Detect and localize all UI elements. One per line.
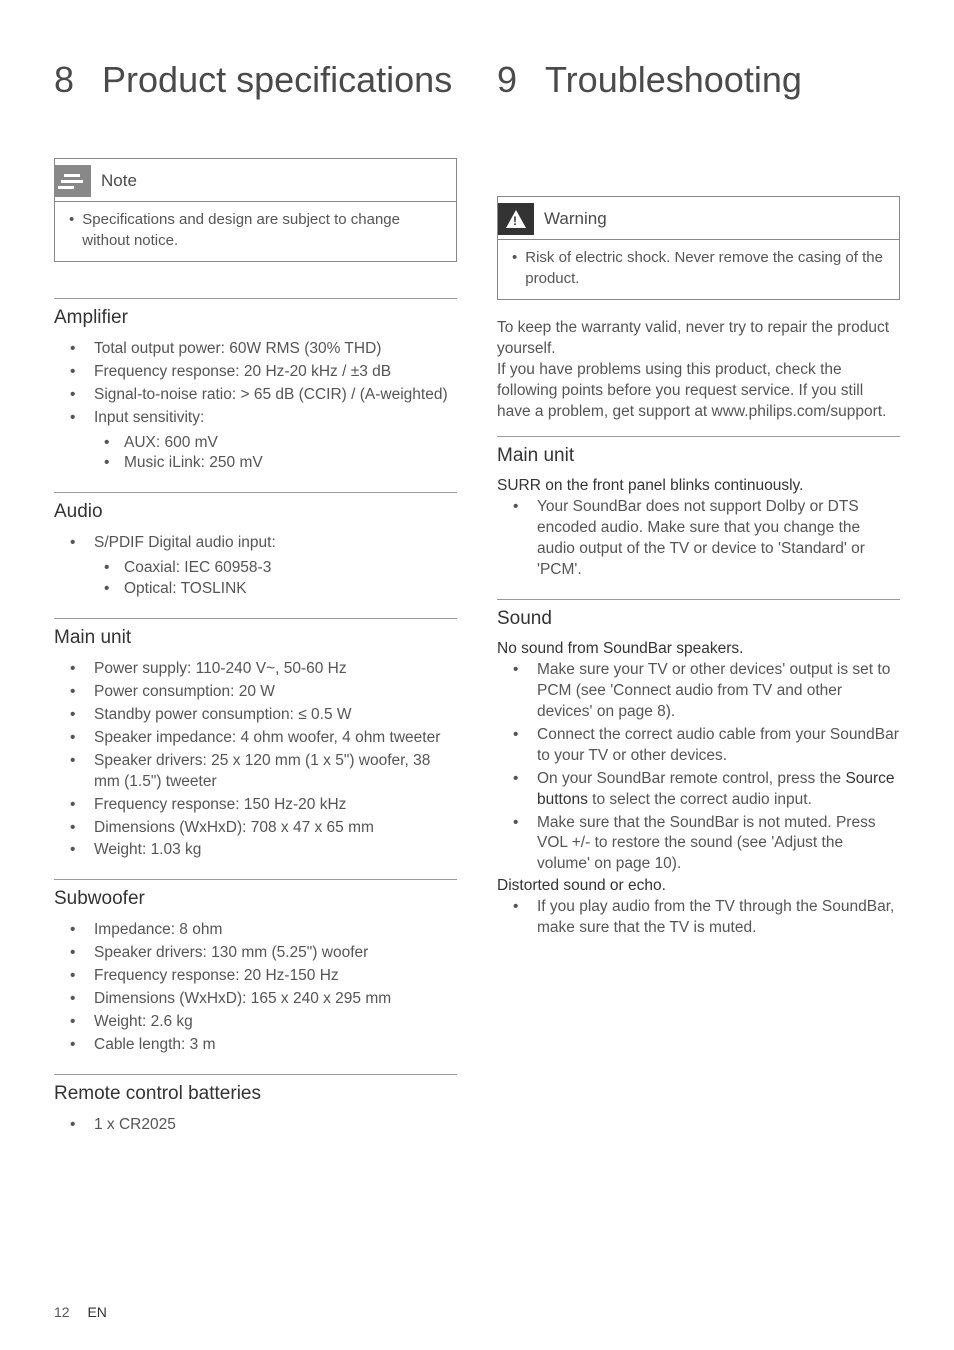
intro-text: To keep the warranty valid, never try to… [497, 318, 900, 423]
list-item: Dimensions (WxHxD): 165 x 240 x 295 mm [54, 989, 457, 1010]
chapter-number: 8 [54, 60, 74, 100]
list-item: Standby power consumption: ≤ 0.5 W [54, 705, 457, 726]
section-title: Sound [497, 599, 900, 630]
note-body: Specifications and design are subject to… [55, 201, 456, 261]
section-title: Amplifier [54, 298, 457, 329]
warning-icon [498, 203, 534, 235]
list-item: 1 x CR2025 [54, 1115, 457, 1136]
troubleshoot-list: If you play audio from the TV through th… [497, 897, 900, 939]
troubleshoot-list: Make sure your TV or other devices' outp… [497, 660, 900, 875]
list-sub-item: Music iLink: 250 mV [94, 453, 457, 474]
section-title: Audio [54, 492, 457, 523]
list-item: Cable length: 3 m [54, 1035, 457, 1056]
list-sub-item: Coaxial: IEC 60958-3 [94, 558, 457, 579]
warning-title: Warning [544, 209, 607, 229]
chapter-text: Troubleshooting [545, 60, 900, 100]
chapter-8-title: 8 Product specifications [54, 60, 457, 100]
spec-section: Subwoofer Impedance: 8 ohmSpeaker drivers… [54, 879, 457, 1056]
list-sub-item: AUX: 600 mV [94, 433, 457, 454]
list-item: Impedance: 8 ohm [54, 920, 457, 941]
list-item: Power supply: 110-240 V~, 50-60 Hz [54, 659, 457, 680]
sub-heading: No sound from SoundBar speakers. [497, 640, 900, 658]
sub-heading: Distorted sound or echo. [497, 877, 900, 895]
list-item: Make sure that the SoundBar is not muted… [497, 813, 900, 876]
list-item: Speaker impedance: 4 ohm woofer, 4 ohm t… [54, 728, 457, 749]
section-title: Main unit [54, 618, 457, 649]
spec-list: Total output power: 60W RMS (30% THD)Fre… [54, 339, 457, 475]
spec-list: Impedance: 8 ohmSpeaker drivers: 130 mm … [54, 920, 457, 1056]
page-lang: EN [87, 1304, 106, 1320]
note-header: Note [55, 159, 456, 201]
troubleshoot-list: Your SoundBar does not support Dolby or … [497, 497, 900, 581]
list-item: Connect the correct audio cable from you… [497, 725, 900, 767]
spec-section: Remote control batteries 1 x CR2025 [54, 1074, 457, 1136]
list-item: Frequency response: 20 Hz-20 kHz / ±3 dB [54, 362, 457, 383]
list-item: Speaker drivers: 25 x 120 mm (1 x 5") wo… [54, 751, 457, 793]
spec-section: Main unit Power supply: 110-240 V~, 50-60… [54, 618, 457, 861]
right-sections: Main unit SURR on the front panel blinks … [497, 436, 900, 939]
list-item: Input sensitivity:AUX: 600 mVMusic iLink… [54, 408, 457, 475]
chapter-text: Product specifications [102, 60, 457, 100]
spec-list: S/PDIF Digital audio input:Coaxial: IEC … [54, 533, 457, 600]
list-item: Weight: 1.03 kg [54, 840, 457, 861]
list-item: Frequency response: 20 Hz-150 Hz [54, 966, 457, 987]
spec-list: Power supply: 110-240 V~, 50-60 HzPower … [54, 659, 457, 861]
list-item: Power consumption: 20 W [54, 682, 457, 703]
spec-section: Amplifier Total output power: 60W RMS (30… [54, 298, 457, 475]
list-item: Make sure your TV or other devices' outp… [497, 660, 900, 723]
list-item: Total output power: 60W RMS (30% THD) [54, 339, 457, 360]
warning-body: Risk of electric shock. Never remove the… [498, 239, 899, 299]
list-item: If you play audio from the TV through th… [497, 897, 900, 939]
list-item: Dimensions (WxHxD): 708 x 47 x 65 mm [54, 818, 457, 839]
page-footer: 12 EN [54, 1304, 107, 1320]
list-item: Your SoundBar does not support Dolby or … [497, 497, 900, 581]
list-item: S/PDIF Digital audio input:Coaxial: IEC … [54, 533, 457, 600]
left-column: 8 Product specifications Note Specificat… [54, 60, 457, 1154]
list-sub-item: Optical: TOSLINK [94, 579, 457, 600]
sub-heading: SURR on the front panel blinks continuou… [497, 477, 900, 495]
warning-text: Risk of electric shock. Never remove the… [525, 248, 885, 289]
troubleshoot-section: Main unit SURR on the front panel blinks … [497, 436, 900, 581]
section-title: Subwoofer [54, 879, 457, 910]
section-title: Remote control batteries [54, 1074, 457, 1105]
note-callout: Note Specifications and design are subje… [54, 158, 457, 262]
right-column: 9 Troubleshooting Warning Risk of electr… [497, 60, 900, 1154]
left-sections: Amplifier Total output power: 60W RMS (30… [54, 298, 457, 1136]
chapter-9-title: 9 Troubleshooting [497, 60, 900, 100]
note-text: Specifications and design are subject to… [82, 210, 442, 251]
list-item: Signal-to-noise ratio: > 65 dB (CCIR) / … [54, 385, 457, 406]
troubleshoot-section: Sound No sound from SoundBar speakers. Mak… [497, 599, 900, 939]
note-icon [55, 165, 91, 197]
note-title: Note [101, 171, 137, 191]
list-item: Weight: 2.6 kg [54, 1012, 457, 1033]
spec-section: Audio S/PDIF Digital audio input:Coaxial:… [54, 492, 457, 600]
warning-callout: Warning Risk of electric shock. Never re… [497, 196, 900, 300]
chapter-number: 9 [497, 60, 517, 100]
list-item: Frequency response: 150 Hz-20 kHz [54, 795, 457, 816]
section-title: Main unit [497, 436, 900, 467]
list-item: Speaker drivers: 130 mm (5.25") woofer [54, 943, 457, 964]
page-columns: 8 Product specifications Note Specificat… [54, 60, 900, 1154]
warning-header: Warning [498, 197, 899, 239]
spec-list: 1 x CR2025 [54, 1115, 457, 1136]
page-number: 12 [54, 1304, 70, 1320]
list-item: On your SoundBar remote control, press t… [497, 769, 900, 811]
